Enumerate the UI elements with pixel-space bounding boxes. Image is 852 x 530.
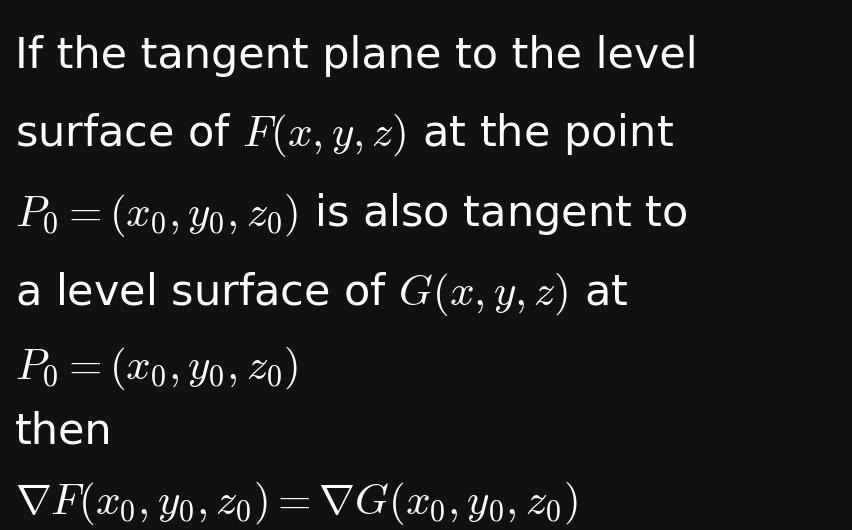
Text: $\nabla F(x_0, y_0, z_0) = \nabla G(x_0, y_0, z_0)$: $\nabla F(x_0, y_0, z_0) = \nabla G(x_0,… bbox=[15, 480, 578, 527]
Text: If the tangent plane to the level: If the tangent plane to the level bbox=[15, 34, 698, 77]
Text: $P_0 = (x_0, y_0, z_0)$ is also tangent to: $P_0 = (x_0, y_0, z_0)$ is also tangent … bbox=[15, 191, 688, 238]
Text: then: then bbox=[15, 411, 113, 453]
Text: surface of $F(x, y, z)$ at the point: surface of $F(x, y, z)$ at the point bbox=[15, 111, 674, 159]
Text: $P_0 = (x_0, y_0, z_0)$: $P_0 = (x_0, y_0, z_0)$ bbox=[15, 345, 299, 392]
Text: a level surface of $G(x, y, z)$ at: a level surface of $G(x, y, z)$ at bbox=[15, 270, 629, 318]
